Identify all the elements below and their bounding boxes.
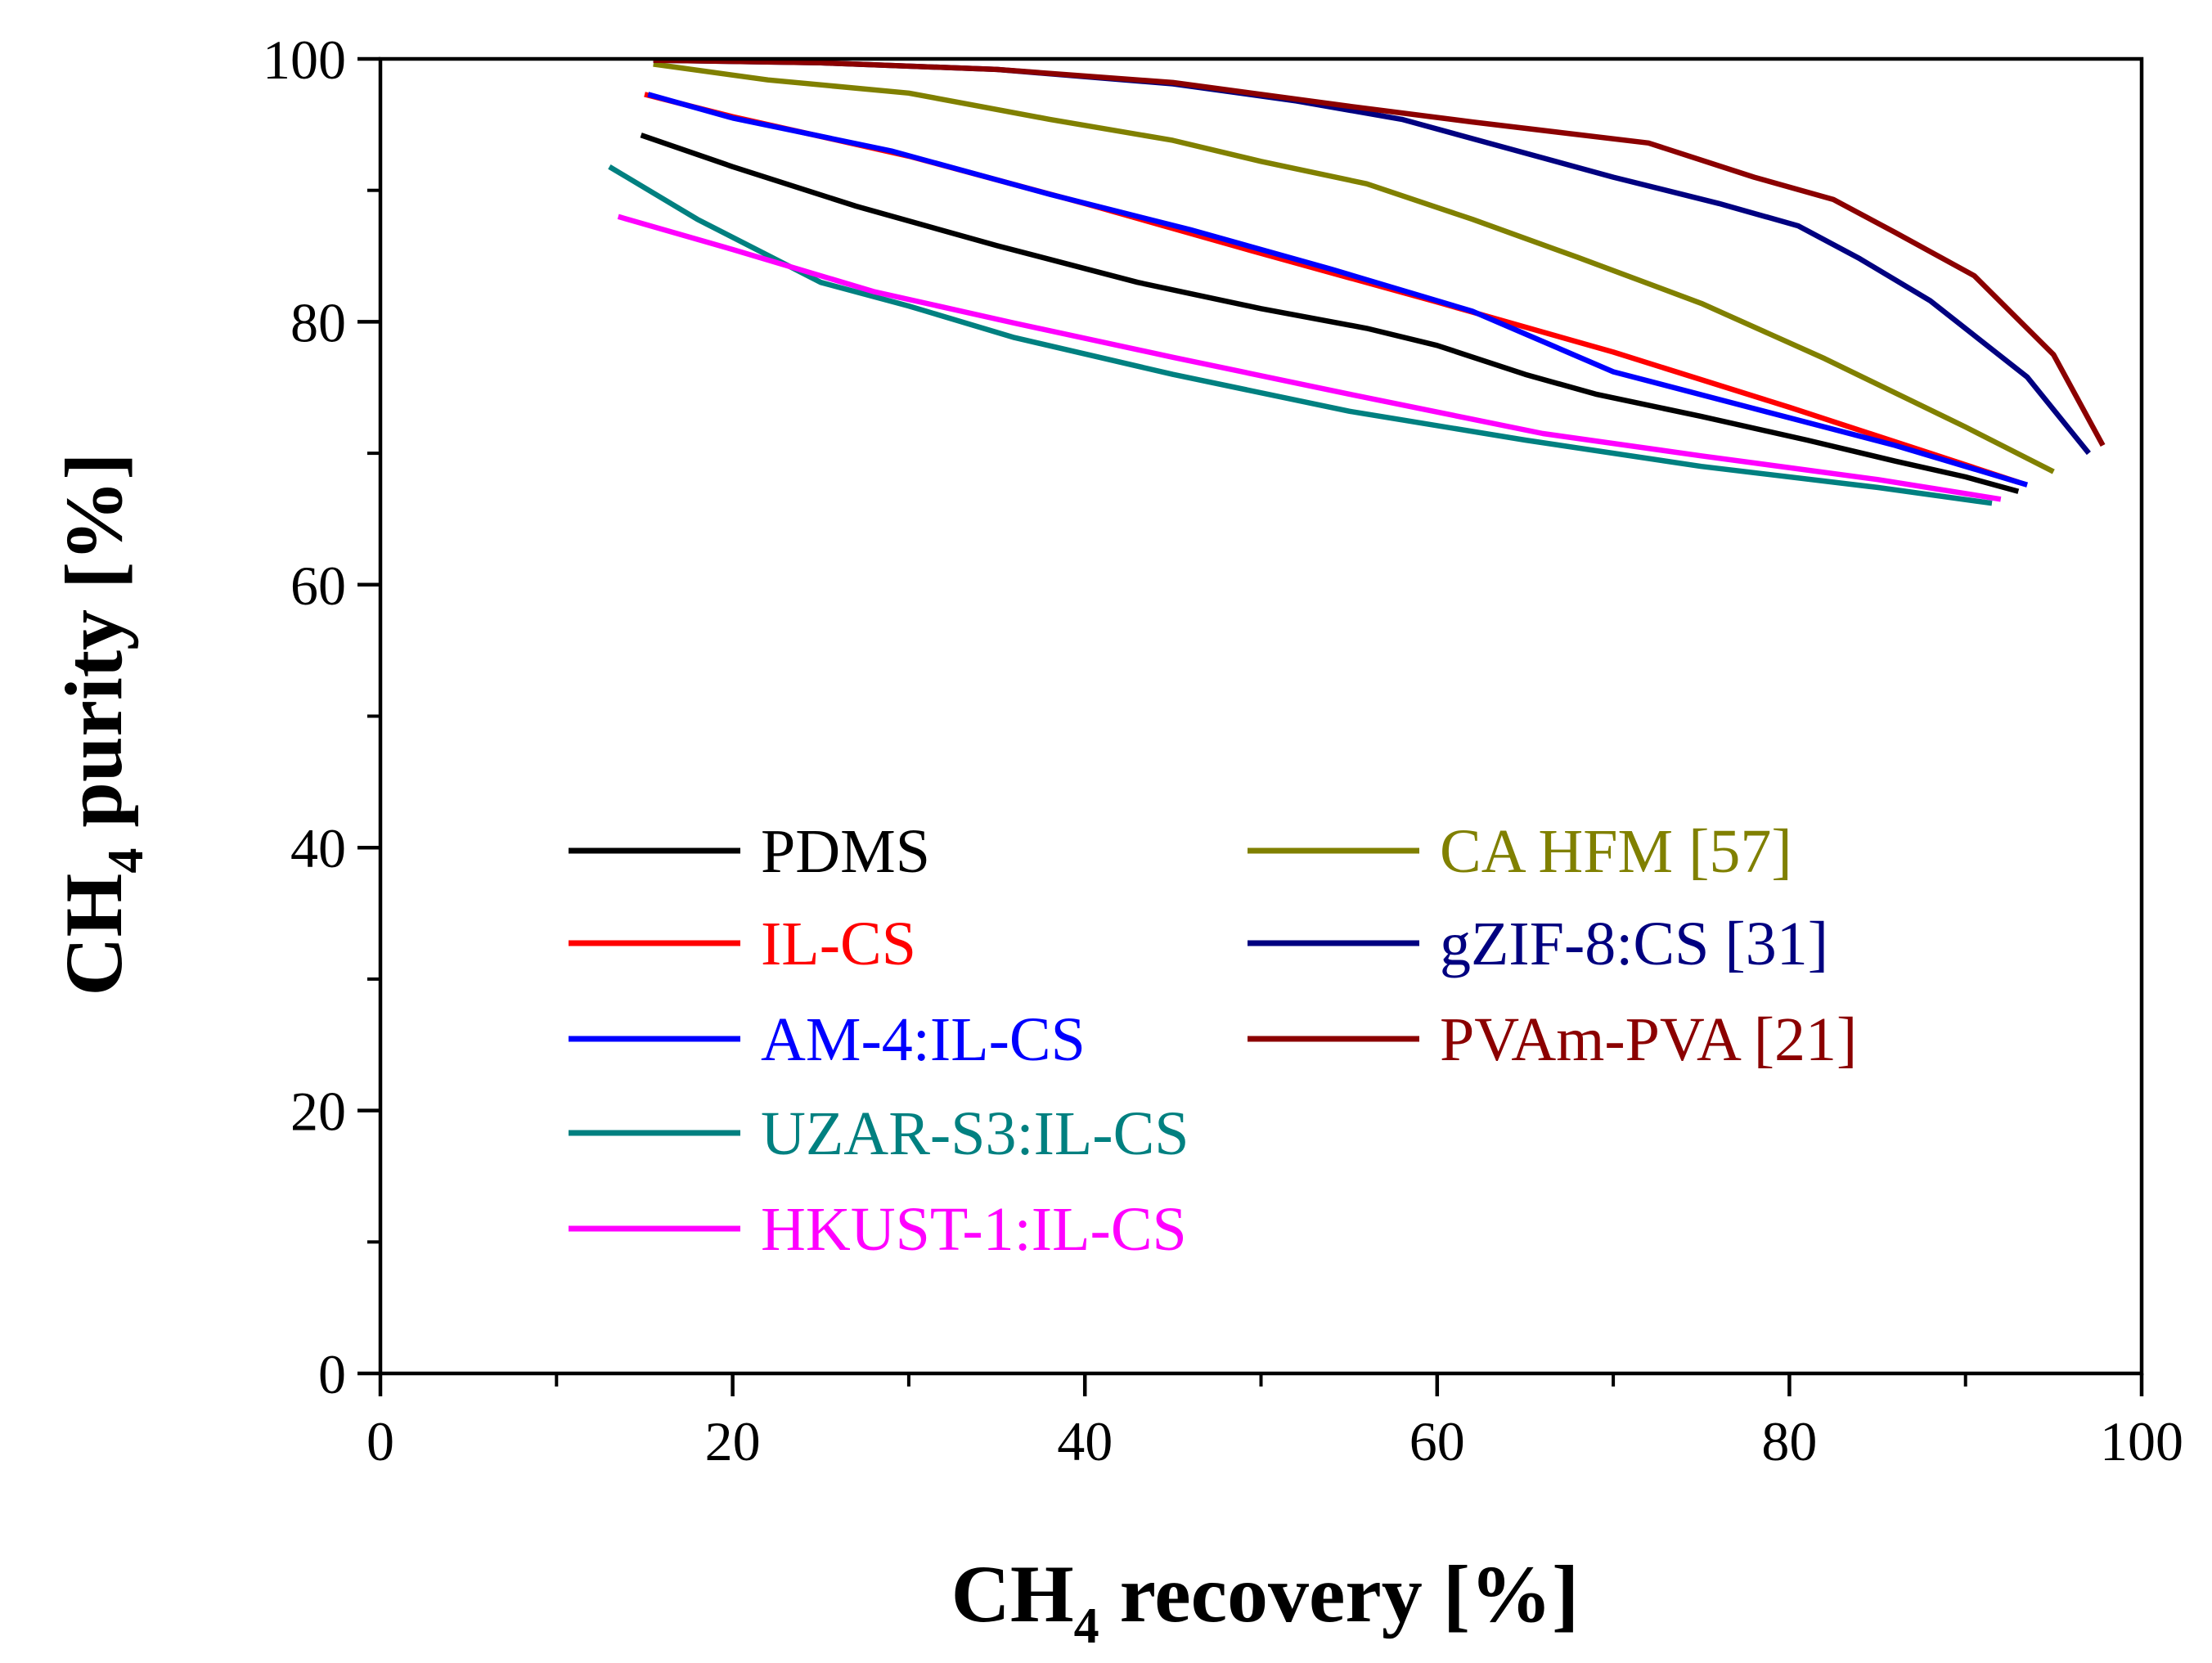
y-tick-label: 0 [318,1343,346,1405]
legend-label-pvam: PVAm-PVA [21] [1440,1005,1857,1074]
legend-label-pdms: PDMS [761,817,930,886]
y-axis-title-subscript: 4 [98,848,154,874]
series-line-hkust [617,213,2002,502]
y-axis-title-main: CH [48,874,139,996]
legend-label-gzif8: gZIF-8:CS [31] [1440,910,1828,978]
y-tick-label: 40 [290,817,346,879]
x-axis-title-subscript: 4 [1074,1598,1099,1654]
legend-label-uzar: UZAR-S3:IL-CS [761,1099,1189,1168]
x-tick-label: 60 [1409,1410,1465,1472]
y-tick-label: 100 [263,29,346,91]
legend-label-am4: AM-4:IL-CS [761,1005,1086,1074]
x-axis-title-rest: recovery [%] [1099,1548,1580,1639]
y-tick-label: 60 [290,555,346,617]
series-line-ca-hfm [653,61,2055,474]
x-axis-title-main: CH [951,1548,1074,1639]
series-layer [608,57,2106,506]
series-line-pvam [653,57,2106,447]
x-tick-label: 0 [366,1410,394,1472]
x-tick-label: 20 [705,1410,761,1472]
y-tick-label: 20 [290,1081,346,1143]
legend-label-ca-hfm: CA HFM [57] [1440,817,1792,886]
x-tick-label: 80 [1761,1410,1817,1472]
x-axis-title: CH4 recovery [%] [951,1548,1580,1654]
legend-label-il-cs: IL-CS [761,910,916,978]
y-axis-title-rest: purity [%] [48,452,139,847]
series-line-am4 [647,92,2029,488]
series-line-pdms [640,133,2020,494]
y-tick-label: 80 [290,291,346,353]
x-tick-label: 100 [2100,1410,2183,1472]
y-axis-title: CH4 purity [%] [48,452,154,996]
x-tick-label: 40 [1057,1410,1113,1472]
ticks-layer [357,56,2144,1396]
legend: PDMS IL-CS AM-4:IL-CS UZAR-S3:IL-CS HKUST-1:… [569,817,1857,1264]
tick-labels-layer: 0 20 40 60 80 100 0 20 40 60 80 100 [263,29,2183,1472]
legend-label-hkust: HKUST-1:IL-CS [761,1195,1187,1264]
